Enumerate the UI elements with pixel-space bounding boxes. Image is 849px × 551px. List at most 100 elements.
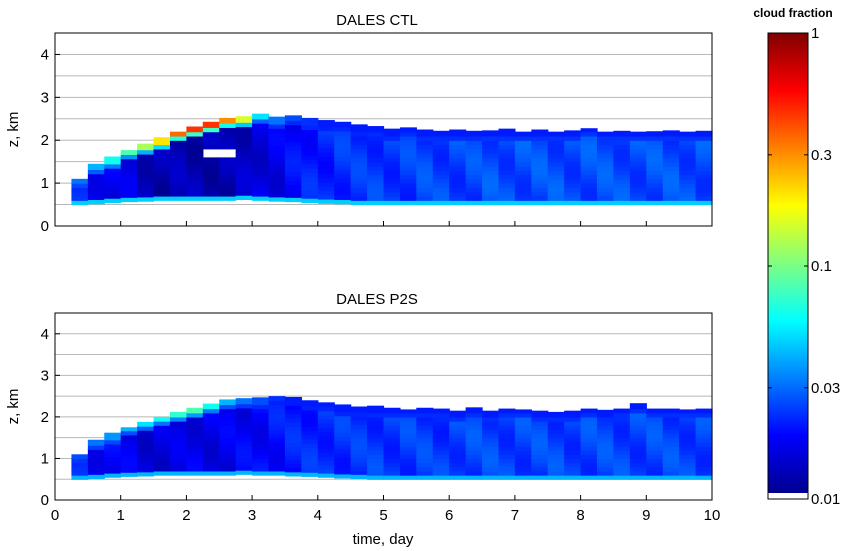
heatmap-cell — [269, 158, 286, 163]
heatmap-cell — [285, 422, 302, 427]
heatmap-cell — [581, 434, 598, 439]
heatmap-cell — [663, 145, 680, 150]
heatmap-cell — [186, 471, 203, 476]
heatmap-cell — [154, 162, 171, 167]
heatmap-cell — [663, 192, 680, 197]
heatmap-cell — [88, 470, 105, 475]
heatmap-cell — [285, 189, 302, 194]
heatmap-cell — [449, 429, 466, 434]
heatmap-cell — [236, 399, 253, 404]
heatmap-cell — [236, 135, 253, 140]
heatmap-cell — [334, 165, 351, 170]
heatmap-cell — [564, 153, 581, 158]
heatmap-cell — [318, 122, 335, 127]
heatmap-cell — [301, 451, 318, 456]
heatmap-cell — [334, 466, 351, 471]
heatmap-cell — [581, 463, 598, 468]
x-tick-label: 4 — [314, 507, 322, 524]
heatmap-cell — [367, 153, 384, 158]
heatmap-cell — [400, 153, 417, 158]
heatmap-cell — [121, 189, 138, 194]
heatmap-cell — [269, 117, 286, 121]
heatmap-cell — [219, 450, 236, 455]
heatmap-cell — [400, 183, 417, 188]
heatmap-cell — [203, 123, 220, 128]
heatmap-cell — [696, 183, 713, 188]
heatmap-cell — [449, 454, 466, 459]
heatmap-cell — [269, 446, 286, 451]
heatmap-cell — [581, 413, 598, 418]
heatmap-cell — [137, 184, 154, 189]
heatmap-cell — [548, 136, 565, 141]
heatmap-cell — [269, 421, 286, 426]
heatmap-cell — [219, 471, 236, 476]
heatmap-cell — [318, 186, 335, 191]
heatmap-cell — [104, 448, 121, 453]
heatmap-cell — [384, 467, 401, 472]
heatmap-cell — [630, 413, 647, 418]
heatmap-cell — [367, 442, 384, 447]
heatmap-cell — [219, 446, 236, 451]
heatmap-cell — [449, 196, 466, 201]
heatmap-cell — [285, 401, 302, 406]
heatmap-cell — [269, 163, 286, 168]
heatmap-cell — [515, 196, 532, 201]
heatmap-cell — [449, 446, 466, 451]
heatmap-cell — [203, 179, 220, 184]
heatmap-cell — [400, 458, 417, 463]
heatmap-cell — [285, 455, 302, 460]
heatmap-cell — [219, 417, 236, 422]
heatmap-cell — [466, 131, 483, 132]
heatmap-cell — [663, 413, 680, 418]
heatmap-cell — [613, 140, 630, 145]
heatmap-cell — [663, 187, 680, 192]
heatmap-cell — [285, 438, 302, 443]
heatmap-cell — [630, 140, 647, 145]
heatmap-cell — [416, 132, 433, 137]
heatmap-cell — [236, 424, 253, 429]
heatmap-cell — [531, 429, 548, 434]
heatmap-cell — [384, 140, 401, 145]
heatmap-cell — [581, 192, 598, 197]
heatmap-cell — [154, 471, 171, 476]
heatmap-cell — [121, 193, 138, 198]
heatmap-cell — [88, 178, 105, 183]
heatmap-cell — [531, 434, 548, 439]
heatmap-cell — [367, 471, 384, 476]
heatmap-cell — [400, 446, 417, 451]
heatmap-cell — [482, 463, 499, 468]
heatmap-cell — [351, 433, 368, 438]
heatmap-cell — [367, 145, 384, 150]
heatmap-cell — [137, 175, 154, 180]
heatmap-cell — [663, 132, 680, 137]
heatmap-cell — [384, 438, 401, 443]
heatmap-cell — [285, 163, 302, 168]
heatmap-cell — [646, 429, 663, 434]
heatmap-cell — [433, 140, 450, 145]
heatmap-cell — [285, 463, 302, 468]
heatmap-cell — [334, 122, 351, 127]
heatmap-cell — [121, 427, 138, 431]
heatmap-cell — [318, 444, 335, 449]
heatmap-cell — [613, 429, 630, 434]
heatmap-cell — [400, 429, 417, 434]
heatmap-cell — [252, 417, 269, 422]
heatmap-cell — [186, 429, 203, 434]
heatmap-cell — [88, 169, 105, 174]
heatmap-cell — [121, 197, 138, 202]
heatmap-cell — [351, 192, 368, 197]
heatmap-cell — [236, 174, 253, 179]
heatmap-cell — [433, 421, 450, 426]
heatmap-cell — [548, 157, 565, 162]
heatmap-cell — [416, 446, 433, 451]
heatmap-cell — [498, 196, 515, 201]
heatmap-cell — [466, 192, 483, 197]
heatmap-cell — [367, 406, 384, 410]
heatmap-cell — [696, 175, 713, 180]
heatmap-cell — [433, 187, 450, 192]
heatmap-cell — [679, 175, 696, 180]
heatmap-cell — [104, 436, 121, 441]
heatmap-cell — [696, 149, 713, 154]
heatmap-cell — [613, 446, 630, 451]
heatmap-cell — [564, 454, 581, 459]
